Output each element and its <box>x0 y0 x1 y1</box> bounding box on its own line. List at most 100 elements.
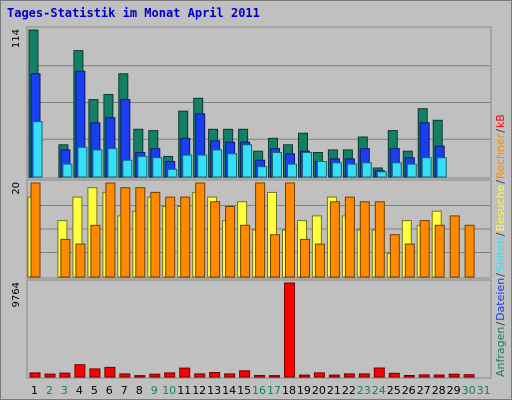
bar-Seiten-day-15 <box>242 144 253 178</box>
legend-label-0: Anfragen <box>494 327 507 377</box>
bar-Rechner-day-28 <box>434 224 445 278</box>
bar-kB-day-7 <box>119 373 131 378</box>
bar-kB-day-17 <box>269 375 280 378</box>
bar-Rechner-day-29 <box>449 215 460 278</box>
bar-Rechner-day-17 <box>270 234 280 278</box>
x-tick-label-19: 19 <box>297 384 311 397</box>
x-tick-label-13: 13 <box>207 384 221 397</box>
x-tick-label-1: 1 <box>31 384 38 397</box>
bar-kB-day-4 <box>74 364 86 378</box>
bar-kB-day-1 <box>29 372 41 378</box>
legend-label-6: Besuche <box>494 184 507 231</box>
x-tick-label-23: 23 <box>357 384 371 397</box>
x-tick-label-27: 27 <box>417 384 431 397</box>
x-tick-label-2: 2 <box>46 384 53 397</box>
bar-Seiten-day-25 <box>391 162 402 178</box>
legend-label-7: / <box>494 180 507 184</box>
bar-kB-day-27 <box>418 374 430 378</box>
bar-kB-day-3 <box>59 372 71 378</box>
bar-Seiten-day-4 <box>77 146 88 178</box>
legend-label-5: / <box>494 232 507 236</box>
legend-label-1: / <box>494 322 507 326</box>
bar-Seiten-day-27 <box>421 157 432 178</box>
bar-Seiten-day-13 <box>212 149 223 178</box>
bar-kB-day-28 <box>433 374 445 378</box>
panel-frame-visits <box>26 179 492 279</box>
panel-frame-hits <box>26 26 492 179</box>
x-tick-label-4: 4 <box>76 384 83 397</box>
bar-Rechner-day-12 <box>195 182 206 278</box>
x-tick-label-22: 22 <box>342 384 356 397</box>
x-tick-label-29: 29 <box>447 384 461 397</box>
bar-Seiten-day-16 <box>257 166 268 178</box>
bar-Rechner-day-7 <box>120 187 131 278</box>
legend-label-4: Seiten <box>494 237 507 272</box>
x-tick-label-28: 28 <box>432 384 446 397</box>
bar-kB-day-10 <box>164 372 176 378</box>
bar-Seiten-day-6 <box>107 148 118 178</box>
bar-Seiten-day-20 <box>316 161 327 178</box>
x-tick-label-3: 3 <box>61 384 68 397</box>
bar-kB-day-25 <box>388 372 400 378</box>
bar-Seiten-day-18 <box>287 163 297 178</box>
bar-Seiten-day-8 <box>137 155 148 178</box>
bar-Rechner-day-6 <box>105 182 116 278</box>
bar-Seiten-day-5 <box>92 149 103 178</box>
bar-Rechner-day-30 <box>464 224 475 278</box>
x-tick-label-30: 30 <box>462 384 476 397</box>
bar-Rechner-day-5 <box>90 224 101 278</box>
bar-Rechner-day-27 <box>419 220 430 278</box>
bar-Seiten-day-17 <box>272 152 282 178</box>
bar-Rechner-day-22 <box>344 196 355 278</box>
bar-kB-day-20 <box>313 372 325 378</box>
x-tick-label-20: 20 <box>312 384 326 397</box>
bar-Rechner-day-15 <box>240 224 251 278</box>
x-tick-label-10: 10 <box>162 384 176 397</box>
bar-Seiten-day-26 <box>406 163 417 178</box>
bar-Rechner-day-25 <box>389 234 400 278</box>
bar-kB-day-8 <box>134 375 146 378</box>
x-tick-label-6: 6 <box>106 384 113 397</box>
bar-Rechner-day-1 <box>30 182 41 278</box>
bar-kB-day-30 <box>463 374 475 378</box>
legend-label-9: / <box>494 129 507 133</box>
bar-kB-day-29 <box>448 373 460 378</box>
y-tick-label-visits: 20 <box>11 182 22 195</box>
bar-Rechner-day-23 <box>359 201 370 278</box>
bar-Seiten-day-3 <box>62 163 73 178</box>
x-tick-label-9: 9 <box>151 384 158 397</box>
bar-Seiten-day-24 <box>376 171 387 178</box>
bar-kB-day-13 <box>209 372 221 378</box>
bar-Seiten-day-21 <box>331 162 342 178</box>
bar-Rechner-day-14 <box>225 206 236 278</box>
x-tick-label-7: 7 <box>121 384 128 397</box>
bar-Seiten-day-7 <box>122 159 133 178</box>
bar-Rechner-day-4 <box>75 243 86 278</box>
x-tick-label-8: 8 <box>136 384 143 397</box>
bar-Rechner-day-21 <box>329 201 340 278</box>
bar-Rechner-day-16 <box>255 182 266 278</box>
bar-kB-day-15 <box>239 370 251 378</box>
bar-kB-day-21 <box>328 374 340 378</box>
bar-Seiten-day-22 <box>346 163 357 178</box>
bar-Rechner-day-3 <box>60 238 71 278</box>
y-tick-label-traffic: 9764 <box>11 282 22 307</box>
bar-Rechner-day-20 <box>314 243 325 278</box>
x-tick-label-5: 5 <box>91 384 98 397</box>
bar-kB-day-11 <box>179 367 191 378</box>
bar-Rechner-day-26 <box>404 243 415 278</box>
x-tick-label-12: 12 <box>192 384 206 397</box>
bar-Rechner-day-11 <box>180 196 191 278</box>
bar-Seiten-day-11 <box>182 154 193 178</box>
x-tick-label-14: 14 <box>222 384 236 397</box>
x-tick-label-31: 31 <box>477 384 491 397</box>
bar-Rechner-day-19 <box>300 238 310 278</box>
bar-kB-day-24 <box>373 367 385 378</box>
legend-label-8: Rechner <box>494 133 507 179</box>
y-tick-label-hits: 114 <box>11 29 22 48</box>
bar-Seiten-day-14 <box>227 153 238 178</box>
x-tick-label-24: 24 <box>372 384 386 397</box>
x-tick-label-15: 15 <box>237 384 251 397</box>
